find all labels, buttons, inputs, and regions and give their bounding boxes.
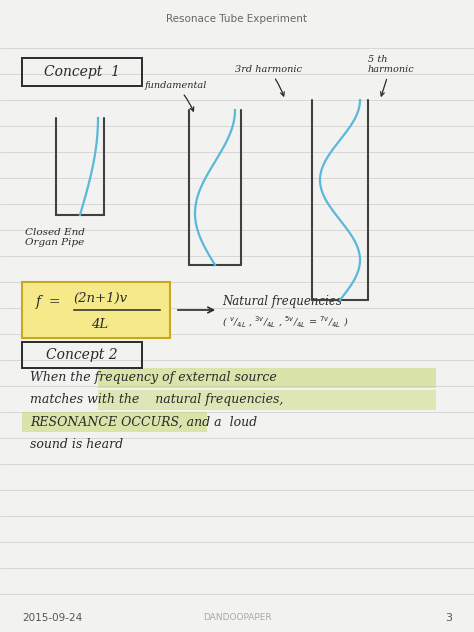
- Bar: [98, 390, 436, 410]
- Text: Resonace Tube Experiment: Resonace Tube Experiment: [166, 14, 308, 24]
- Text: DANDOOPAPER: DANDOOPAPER: [203, 614, 271, 623]
- Bar: [98, 368, 436, 388]
- Bar: [22, 412, 207, 432]
- Text: Concept 2: Concept 2: [46, 348, 118, 362]
- Text: When the frequency of external source: When the frequency of external source: [30, 372, 277, 384]
- Text: (2n+1)v: (2n+1)v: [73, 291, 127, 305]
- Text: Closed End
Organ Pipe: Closed End Organ Pipe: [25, 228, 85, 247]
- Text: 3: 3: [445, 613, 452, 623]
- Bar: [22, 282, 170, 338]
- Text: Natural frequencies: Natural frequencies: [222, 296, 342, 308]
- Text: 5 th
harmonic: 5 th harmonic: [368, 54, 415, 96]
- Text: 4L: 4L: [91, 317, 109, 331]
- Text: 3rd harmonic: 3rd harmonic: [235, 65, 302, 96]
- Text: matches with the    natural frequencies,: matches with the natural frequencies,: [30, 394, 283, 406]
- Text: 2015-09-24: 2015-09-24: [22, 613, 82, 623]
- Text: f  =: f =: [36, 295, 62, 309]
- Bar: [22, 342, 142, 368]
- Text: ( $^v$/$_{4L}$ , $^{3v}$/$_{4L}$ , $^{5v}$/$_{4L}$ = $^{7v}$/$_{4L}$ ): ( $^v$/$_{4L}$ , $^{3v}$/$_{4L}$ , $^{5v…: [222, 314, 348, 330]
- Text: sound is heard: sound is heard: [30, 437, 123, 451]
- Text: fundamental: fundamental: [145, 81, 207, 111]
- Bar: [22, 58, 142, 86]
- Text: RESONANCE OCCURS, and a  loud: RESONANCE OCCURS, and a loud: [30, 415, 257, 428]
- Text: Concept  1: Concept 1: [44, 65, 120, 79]
